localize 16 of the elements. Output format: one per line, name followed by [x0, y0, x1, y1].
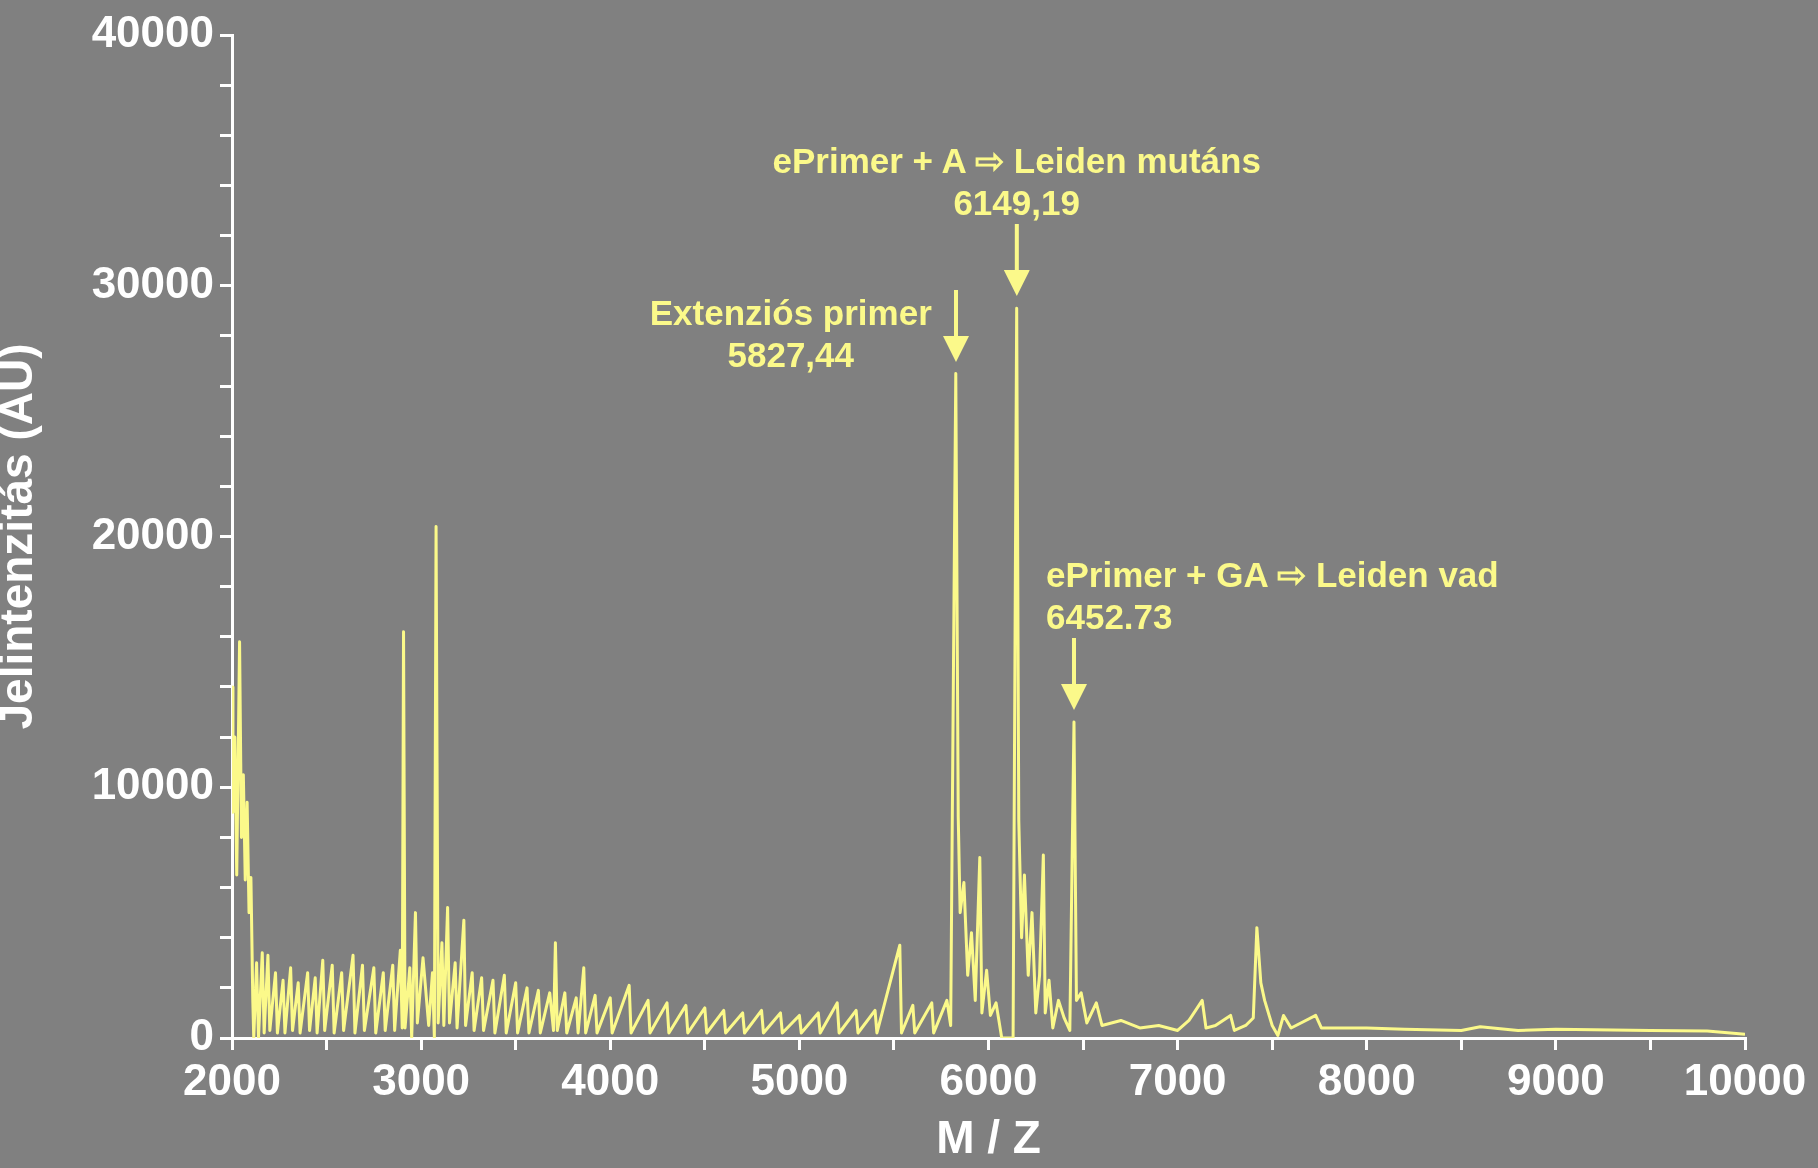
x-tick-label: 10000 — [1683, 1054, 1807, 1104]
x-axis-title: M / Z — [936, 1111, 1041, 1164]
x-tick-label: 4000 — [561, 1054, 660, 1104]
annotation: ePrimer + A ⇨ Leiden mutáns 6149,19 — [772, 140, 1261, 225]
y-tick-label: 30000 — [91, 257, 214, 307]
x-tick-label: 3000 — [372, 1054, 471, 1104]
y-tick-label: 40000 — [91, 7, 214, 57]
annotation: Extenziós primer 5827,44 — [649, 291, 932, 376]
x-tick-label: 8000 — [1317, 1054, 1416, 1104]
x-tick-label: 5000 — [750, 1054, 849, 1104]
x-tick-label: 6000 — [939, 1054, 1038, 1104]
x-tick-label: 7000 — [1128, 1054, 1227, 1104]
y-tick-label: 20000 — [91, 508, 214, 558]
y-tick-label: 10000 — [91, 759, 214, 809]
annotation: ePrimer + GA ⇨ Leiden vad 6452.73 — [1045, 554, 1499, 639]
x-tick-label: 9000 — [1506, 1054, 1605, 1104]
